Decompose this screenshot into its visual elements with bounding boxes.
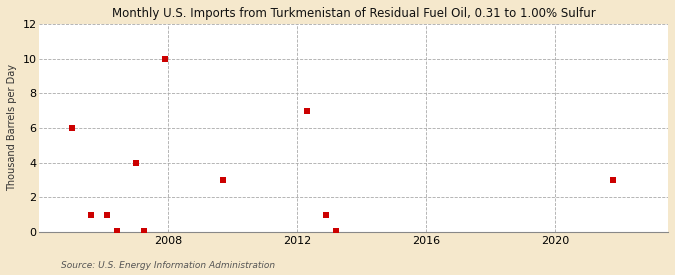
Point [218, 178, 229, 182]
Point [102, 212, 113, 217]
Point [302, 108, 313, 113]
Point [66, 126, 77, 130]
Point [86, 212, 97, 217]
Point [111, 229, 122, 233]
Point [131, 160, 142, 165]
Point [331, 229, 342, 233]
Title: Monthly U.S. Imports from Turkmenistan of Residual Fuel Oil, 0.31 to 1.00% Sulfu: Monthly U.S. Imports from Turkmenistan o… [112, 7, 595, 20]
Point [160, 56, 171, 61]
Point [321, 212, 331, 217]
Point [608, 178, 619, 182]
Point [139, 229, 150, 233]
Y-axis label: Thousand Barrels per Day: Thousand Barrels per Day [7, 64, 17, 191]
Text: Source: U.S. Energy Information Administration: Source: U.S. Energy Information Administ… [61, 260, 275, 270]
